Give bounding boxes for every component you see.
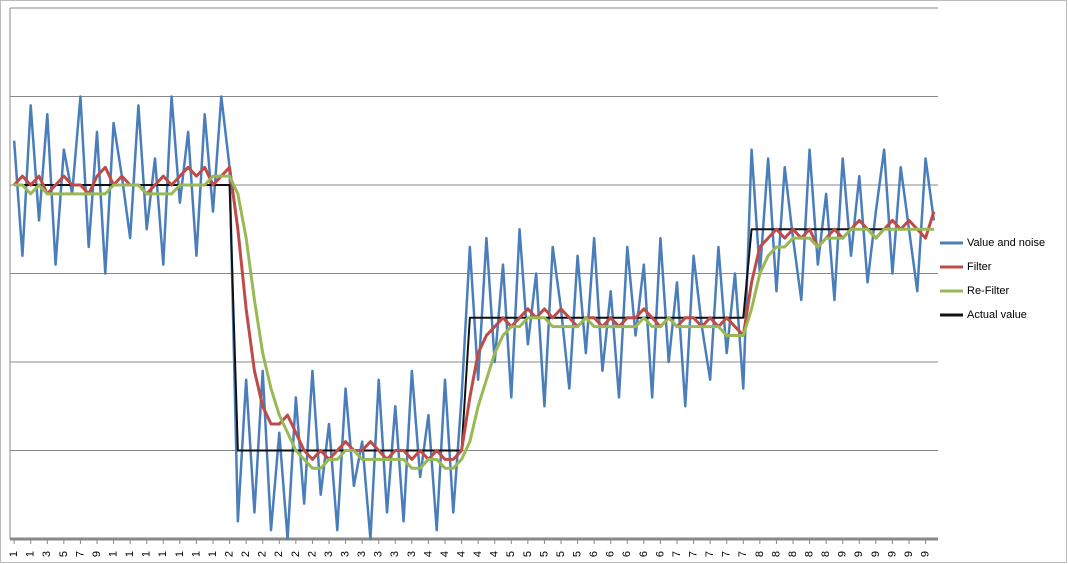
x-tick-label: 5 [555,551,567,557]
x-tick-label: 9 [903,551,915,557]
x-tick-label: 8 [770,551,782,557]
x-tick-label: 3 [356,551,368,557]
x-tick-label: 4 [439,551,451,557]
legend-label: Actual value [967,309,1027,321]
x-tick-label: 9 [886,551,898,557]
x-tick-label: 7 [704,551,716,557]
x-tick-label: 6 [621,551,633,557]
x-tick-label: 4 [472,551,484,557]
x-tick-label: 4 [455,551,467,557]
x-tick-label: 7 [687,551,699,557]
x-tick-label: 2 [257,551,269,557]
x-tick-label: 5 [571,551,583,557]
series-line [14,174,934,470]
x-tick-label: 7 [721,551,733,557]
legend-label: Value and noise [967,237,1045,249]
x-tick-label: 6 [654,551,666,557]
x-tick-label: 6 [605,551,617,557]
x-tick-label: 2 [240,551,252,557]
x-tick-label: 5 [58,551,70,557]
x-tick-label: 3 [323,551,335,557]
x-tick-label: 1 [141,551,153,557]
x-tick-label: 7 [737,551,749,557]
x-tick-label: 1 [8,551,20,557]
x-tick-label: 2 [223,551,235,557]
x-tick-label: 2 [290,551,302,557]
x-tick-label: 1 [207,551,219,557]
x-tick-label: 1 [190,551,202,557]
x-tick-label: 2 [273,551,285,557]
x-tick-label: 2 [306,551,318,557]
legend-label: Filter [967,261,992,273]
x-tick-label: 6 [638,551,650,557]
x-tick-label: 8 [787,551,799,557]
x-tick-label: 3 [339,551,351,557]
x-tick-label: 4 [422,551,434,557]
x-tick-label: 5 [538,551,550,557]
x-tick-label: 6 [588,551,600,557]
x-tick-label: 8 [820,551,832,557]
x-tick-label: 4 [489,551,501,557]
x-tick-label: 8 [803,551,815,557]
x-tick-label: 8 [754,551,766,557]
x-tick-label: 5 [505,551,517,557]
x-tick-label: 3 [389,551,401,557]
x-tick-label: 1 [174,551,186,557]
x-tick-label: 9 [91,551,103,557]
x-tick-label: 9 [853,551,865,557]
x-tick-label: 3 [406,551,418,557]
x-tick-label: 3 [41,551,53,557]
x-tick-label: 1 [107,551,119,557]
legend-label: Re-Filter [967,285,1010,297]
x-tick-label: 9 [870,551,882,557]
x-tick-label: 3 [373,551,385,557]
x-tick-label: 1 [157,551,169,557]
x-tick-label: 7 [74,551,86,557]
x-tick-label: 9 [919,551,931,557]
x-tick-label: 1 [124,551,136,557]
series-line [14,184,934,452]
x-tick-label: 7 [671,551,683,557]
x-tick-label: 5 [522,551,534,557]
x-tick-label: 9 [837,551,849,557]
x-tick-label: 1 [25,551,37,557]
series-line [13,165,936,461]
